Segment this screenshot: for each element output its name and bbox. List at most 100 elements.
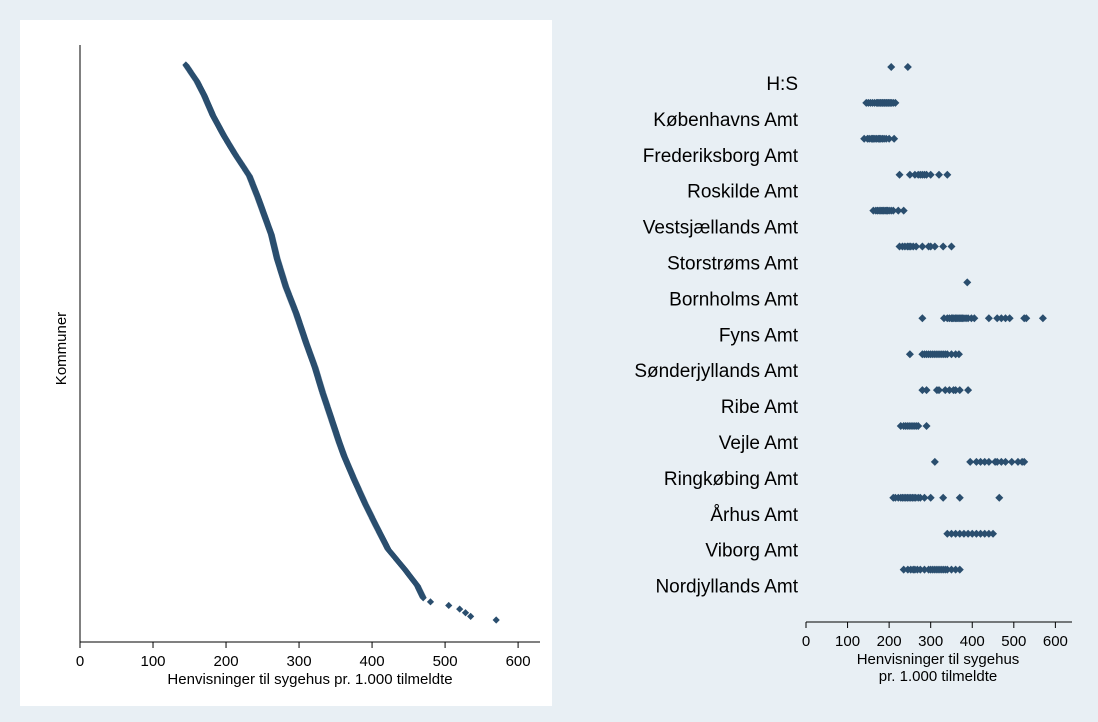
right-point	[912, 242, 921, 251]
right-point	[955, 493, 964, 502]
left-y-axis-title: Kommuner	[53, 312, 70, 385]
right-point	[887, 63, 896, 71]
left-x-tick-label: 300	[287, 653, 312, 670]
category-label: Ringkøbing Amt	[664, 469, 799, 490]
right-point	[984, 457, 993, 466]
left-x-tick-label: 500	[433, 653, 458, 670]
right-point	[959, 529, 968, 538]
right-point	[966, 457, 975, 466]
category-label: Nordjyllands Amt	[655, 577, 798, 598]
right-point	[947, 529, 956, 538]
right-point	[980, 529, 989, 538]
right-x-tick-label: 200	[877, 633, 902, 650]
right-point	[1005, 314, 1014, 323]
right-point	[984, 529, 993, 538]
category-label: Roskilde Amt	[687, 182, 799, 203]
right-point	[922, 422, 931, 430]
right-point	[916, 493, 925, 502]
right-point	[947, 565, 956, 574]
category-label: H:S	[766, 74, 798, 95]
right-point	[955, 529, 964, 538]
right-x-tick-label: 400	[960, 633, 985, 650]
right-point	[945, 386, 954, 395]
right-point	[930, 457, 939, 466]
right-point	[935, 386, 943, 395]
left-x-axis-title: Henvisninger til sygehus pr. 1.000 tilme…	[167, 671, 452, 688]
category-label: Viborg Amt	[705, 541, 798, 562]
category-label: Vejle Amt	[719, 433, 799, 454]
category-label: Fyns Amt	[719, 325, 799, 346]
right-point	[954, 350, 963, 359]
right-point	[926, 242, 935, 251]
right-point	[899, 206, 908, 215]
category-label: Århus Amt	[710, 505, 798, 526]
category-label: Sønderjyllands Amt	[634, 361, 798, 382]
right-point	[972, 529, 981, 538]
right-point	[905, 170, 914, 179]
right-point	[964, 529, 973, 538]
right-point	[995, 493, 1004, 502]
category-label: Storstrøms Amt	[667, 254, 799, 275]
left-point	[426, 598, 435, 606]
right-point	[1001, 314, 1010, 323]
right-point	[997, 457, 1006, 466]
right-x-axis-title: pr. 1.000 tilmeldte	[879, 668, 997, 685]
right-point	[972, 457, 981, 466]
right-point	[963, 278, 972, 287]
right-point	[926, 493, 935, 502]
right-point	[916, 565, 925, 574]
right-point	[920, 565, 929, 574]
right-point	[941, 386, 950, 395]
right-point	[943, 350, 952, 359]
right-point	[899, 565, 908, 574]
right-point	[1001, 457, 1010, 466]
right-point	[947, 350, 956, 359]
right-x-tick-label: 100	[835, 633, 860, 650]
right-x-tick-label: 300	[918, 633, 943, 650]
category-label: Ribe Amt	[721, 397, 799, 418]
right-point	[943, 170, 952, 179]
left-x-tick-label: 600	[506, 653, 531, 670]
left-point	[461, 609, 470, 617]
right-point	[890, 134, 899, 143]
right-point	[989, 529, 998, 538]
left-plot-region	[20, 20, 552, 706]
right-point	[918, 314, 927, 323]
right-point	[976, 457, 985, 466]
right-point	[930, 242, 939, 251]
right-point	[951, 386, 960, 395]
right-point	[951, 565, 960, 574]
right-point	[926, 170, 935, 179]
right-point	[993, 457, 1002, 466]
left-point	[492, 616, 500, 624]
right-point	[955, 565, 964, 574]
right-point	[1038, 314, 1047, 323]
right-point	[903, 63, 912, 71]
left-point	[467, 612, 475, 620]
right-point	[939, 493, 948, 502]
left-x-tick-label: 100	[141, 653, 166, 670]
right-point	[943, 565, 952, 574]
right-point	[889, 206, 898, 215]
category-label: Vestsjællands Amt	[643, 218, 799, 239]
left-point	[456, 605, 464, 613]
right-point	[947, 242, 956, 251]
right-point	[935, 170, 943, 179]
right-point	[922, 386, 931, 395]
right-point	[920, 493, 929, 502]
left-x-tick-label: 0	[76, 653, 84, 670]
left-point	[419, 594, 427, 602]
category-label: Bornholms Amt	[669, 289, 799, 310]
right-x-axis-title: Henvisninger til sygehus	[857, 651, 1020, 668]
right-point	[905, 350, 914, 359]
right-x-tick-label: 0	[802, 633, 810, 650]
right-point	[1020, 457, 1029, 466]
right-point	[1013, 457, 1022, 466]
right-point	[1022, 314, 1031, 323]
right-point	[895, 170, 904, 179]
right-point	[891, 98, 900, 107]
right-point	[922, 170, 931, 179]
right-point	[997, 314, 1006, 323]
